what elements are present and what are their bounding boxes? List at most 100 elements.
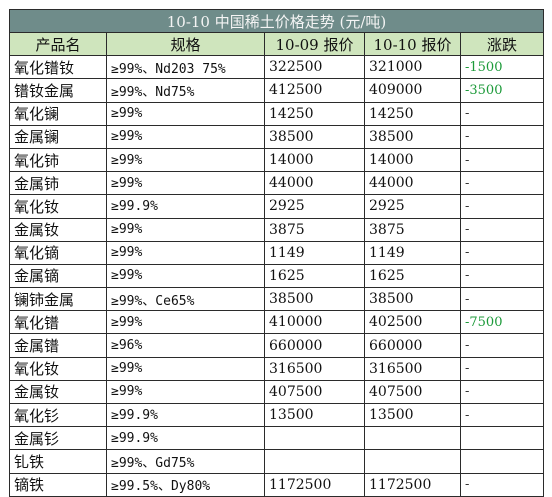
change-cell: -	[459, 147, 545, 173]
price-curr-cell: 38500	[364, 287, 461, 312]
change-cell: -3500	[459, 78, 545, 103]
price-curr-cell: 409000	[364, 78, 461, 103]
change-cell: -	[459, 101, 545, 126]
table-row: 镨钕金属 ≥99%、Nd75% 412500 409000 -3500	[9, 78, 545, 103]
change-cell: -	[459, 240, 545, 265]
table-row: 金属镧 ≥99% 38500 38500-	[9, 124, 545, 149]
change-cell	[459, 426, 545, 451]
spec-cell: ≥99.9%	[106, 426, 265, 451]
price-prev-cell: 14000	[264, 147, 365, 173]
product-name-cell: 氧化镧	[9, 101, 107, 126]
price-prev-cell: 14250	[264, 101, 365, 126]
price-prev-cell: 3875	[264, 217, 365, 242]
price-curr-cell: 660000	[364, 333, 461, 358]
spec-cell: ≥99%	[106, 310, 265, 335]
change-cell: -	[459, 287, 545, 312]
product-name-cell: 氧化镨钕	[9, 55, 107, 80]
price-prev-cell: 322500	[264, 55, 365, 80]
price-prev-cell: 660000	[264, 333, 365, 358]
table-row: 金属镨 ≥96% 660000 660000-	[9, 333, 545, 358]
header-price-prev: 10-09 报价	[264, 31, 365, 57]
price-prev-cell: 1625	[264, 263, 365, 289]
change-cell: -	[459, 263, 545, 289]
price-curr-cell: 2925	[364, 194, 461, 219]
table-row: 金属铈 ≥99% 44000 44000-	[9, 171, 545, 196]
spec-cell: ≥99%	[106, 147, 265, 173]
price-prev-cell: 38500	[264, 287, 365, 312]
price-prev-cell: 407500	[264, 379, 365, 405]
change-cell	[459, 449, 545, 474]
table-row: 金属钕 ≥99% 407500 407500-	[9, 379, 545, 405]
price-prev-cell: 44000	[264, 171, 365, 196]
table-row: 氧化钐 ≥99.9% 13500 13500-	[9, 402, 545, 428]
table-row: 镝铁 ≥99.5%、Dy80% 1172500 1172500-	[9, 472, 545, 497]
price-curr-cell: 3875	[364, 217, 461, 242]
change-cell: -	[459, 402, 545, 428]
product-name-cell: 氧化钐	[9, 402, 107, 428]
table-row: 氧化镨钕 ≥99%、Nd203 75% 322500 321000 -1500	[9, 55, 545, 80]
product-name-cell: 金属钕	[9, 217, 107, 242]
spec-cell: ≥99.5%、Dy80%	[106, 472, 265, 497]
price-curr-cell: 321000	[364, 55, 461, 80]
price-prev-cell: 1172500	[264, 472, 365, 497]
table-row: 钆铁 ≥99%、Gd75%	[9, 449, 545, 474]
spec-cell: ≥99%	[106, 217, 265, 242]
price-prev-cell: 410000	[264, 310, 365, 335]
change-cell: -7500	[459, 310, 545, 335]
table-row: 氧化铈 ≥99% 14000 14000-	[9, 147, 545, 173]
price-prev-cell: 316500	[264, 356, 365, 381]
table-row: 氧化镝 ≥99% 1149 1149-	[9, 240, 545, 265]
spec-cell: ≥99%	[106, 356, 265, 381]
product-name-cell: 镨钕金属	[9, 78, 107, 103]
price-table: 10-10 中国稀土价格走势 (元/吨) 产品名 规格 10-09 报价 10-…	[8, 9, 545, 497]
product-name-cell: 金属镧	[9, 124, 107, 149]
spec-cell: ≥99.9%	[106, 402, 265, 428]
price-curr-cell: 1149	[364, 240, 461, 265]
spec-cell: ≥99%	[106, 379, 265, 405]
product-name-cell: 氧化镨	[9, 310, 107, 335]
product-name-cell: 氧化铈	[9, 147, 107, 173]
table-row: 金属钕 ≥99% 3875 3875-	[9, 217, 545, 242]
price-prev-cell	[264, 449, 365, 474]
header-price-curr: 10-10 报价	[364, 31, 461, 57]
product-name-cell: 氧化镝	[9, 240, 107, 265]
price-prev-cell: 412500	[264, 78, 365, 103]
product-name-cell: 金属钕	[9, 379, 107, 405]
header-change: 涨跌	[459, 31, 545, 57]
product-name-cell: 金属铈	[9, 171, 107, 196]
change-cell: -	[459, 379, 545, 405]
table-row: 氧化钕 ≥99% 316500 316500-	[9, 356, 545, 381]
product-name-cell: 镧铈金属	[9, 287, 107, 312]
spec-cell: ≥99%	[106, 263, 265, 289]
product-name-cell: 金属镝	[9, 263, 107, 289]
product-name-cell: 金属钐	[9, 426, 107, 451]
price-prev-cell: 2925	[264, 194, 365, 219]
price-curr-cell: 1172500	[364, 472, 461, 497]
price-curr-cell: 44000	[364, 171, 461, 196]
spec-cell: ≥99%	[106, 171, 265, 196]
price-curr-cell: 14000	[364, 147, 461, 173]
price-curr-cell: 407500	[364, 379, 461, 405]
price-prev-cell: 38500	[264, 124, 365, 149]
price-curr-cell: 1625	[364, 263, 461, 289]
product-name-cell: 钆铁	[9, 449, 107, 474]
change-cell: -	[459, 356, 545, 381]
change-cell: -	[459, 217, 545, 242]
spec-cell: ≥96%	[106, 333, 265, 358]
spec-cell: ≥99%	[106, 124, 265, 149]
change-cell: -	[459, 124, 545, 149]
price-curr-cell	[364, 426, 461, 451]
spec-cell: ≥99%、Ce65%	[106, 287, 265, 312]
header-spec: 规格	[106, 31, 265, 57]
price-curr-cell	[364, 449, 461, 474]
change-cell: -	[459, 333, 545, 358]
table-row: 镧铈金属 ≥99%、Ce65% 38500 38500-	[9, 287, 545, 312]
spec-cell: ≥99%	[106, 240, 265, 265]
spec-cell: ≥99%、Nd203 75%	[106, 55, 265, 80]
header-row: 产品名 规格 10-09 报价 10-10 报价 涨跌	[9, 31, 545, 57]
price-curr-cell: 13500	[364, 402, 461, 428]
change-cell: -	[459, 171, 545, 196]
price-curr-cell: 402500	[364, 310, 461, 335]
table-row: 氧化镧 ≥99% 14250 14250-	[9, 101, 545, 126]
spec-cell: ≥99%	[106, 101, 265, 126]
